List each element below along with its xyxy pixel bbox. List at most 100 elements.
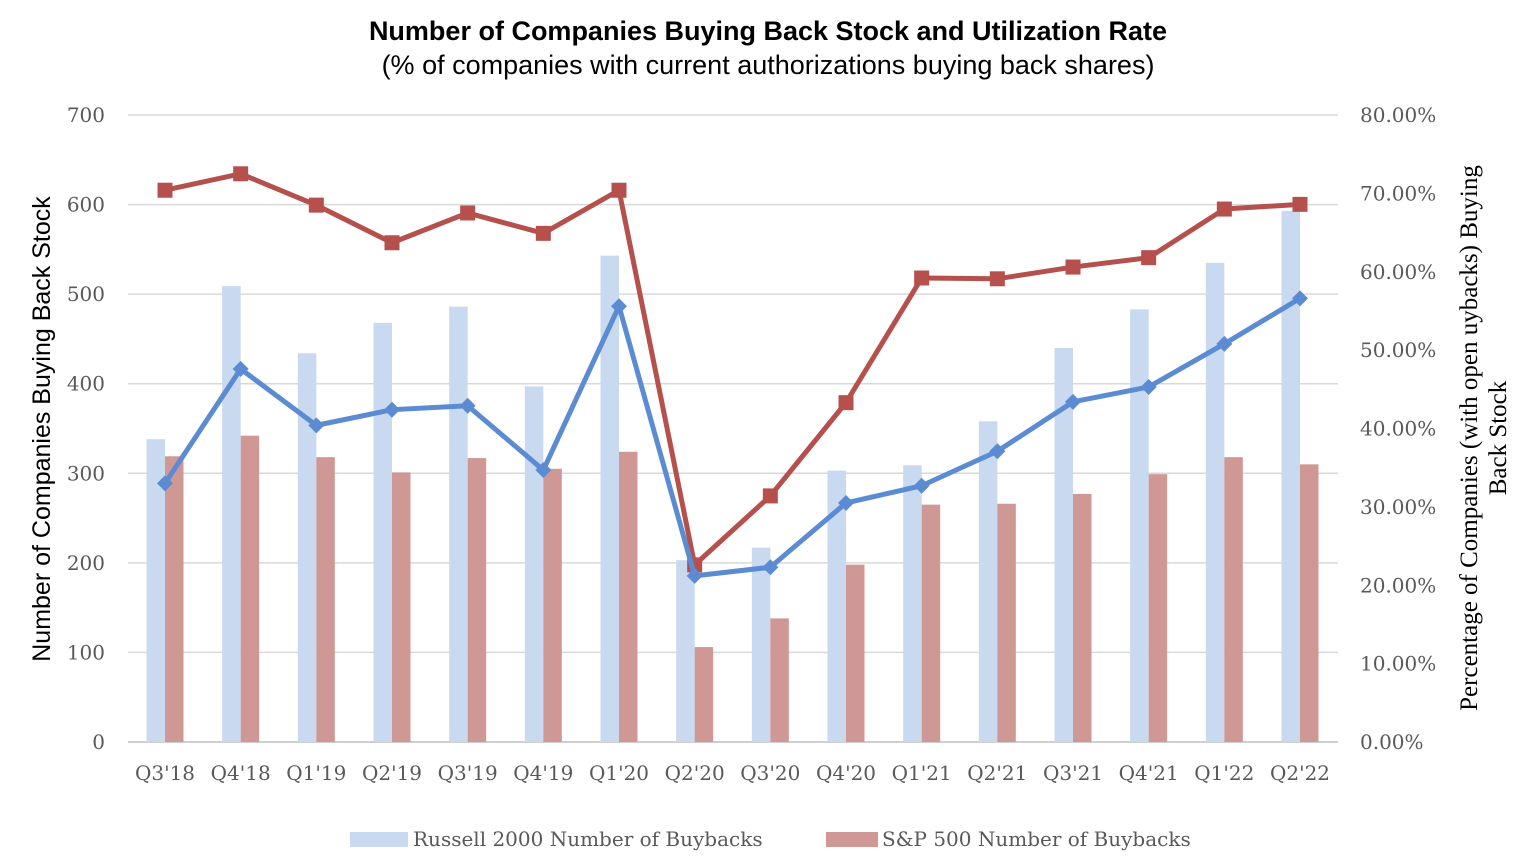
x-tick-label: Q4'20 xyxy=(816,761,876,785)
marker-diamond xyxy=(989,443,1006,460)
x-tick-label: Q3'20 xyxy=(740,761,800,785)
x-axis-ticks: Q3'18 Q4'18 Q1'19 Q2'19 Q3'19 Q4'19 Q1'20 Q2'20… xyxy=(135,761,1330,785)
bar-russell-2000 xyxy=(373,322,392,742)
marker-diamond xyxy=(535,462,552,479)
marker-square xyxy=(308,197,324,213)
right-tick-label: 60.00% xyxy=(1360,260,1436,284)
left-tick-label: 200 xyxy=(67,551,105,575)
bar-sp-500 xyxy=(392,472,411,742)
x-tick-label: Q1'19 xyxy=(286,761,346,785)
x-tick-label: Q2'22 xyxy=(1270,761,1330,785)
right-tick-label: 50.00% xyxy=(1360,338,1436,362)
bar-sp-500 xyxy=(619,451,638,742)
legend: Russell 2000 Number of Buybacks S&P 500 … xyxy=(350,827,1191,851)
bar-sp-500 xyxy=(1224,457,1243,742)
marker-square xyxy=(762,488,778,504)
bar-russell-2000 xyxy=(146,439,165,742)
bar-russell-2000 xyxy=(449,306,468,742)
marker-diamond xyxy=(1140,378,1157,395)
left-axis-ticks: 0 100 200 300 400 500 600 700 xyxy=(67,103,105,754)
marker-diamond xyxy=(157,475,173,492)
x-tick-label: Q4'21 xyxy=(1119,761,1179,785)
right-tick-label: 0.00% xyxy=(1360,730,1424,754)
marker-square xyxy=(384,235,400,251)
bar-russell-2000 xyxy=(751,547,771,742)
x-tick-label: Q3'21 xyxy=(1043,761,1103,785)
right-axis-label-line1: Percentage of Companies (with open uybac… xyxy=(1456,165,1483,711)
x-tick-label: Q4'18 xyxy=(211,761,271,785)
marker-diamond xyxy=(838,494,854,511)
x-tick-label: Q1'20 xyxy=(589,761,649,785)
bar-russell-2000 xyxy=(676,560,695,742)
left-axis-label: Number of Companies Buying Back Stock xyxy=(28,196,56,662)
right-tick-label: 80.00% xyxy=(1360,103,1436,127)
left-tick-label: 700 xyxy=(67,103,105,127)
bar-russell-2000 xyxy=(1281,210,1300,742)
marker-square xyxy=(460,205,476,221)
bar-russell-2000 xyxy=(903,465,922,742)
bar-russell-2000 xyxy=(524,386,544,742)
marker-diamond xyxy=(308,417,325,434)
legend-label-russell: Russell 2000 Number of Buybacks xyxy=(413,827,763,851)
right-tick-label: 20.00% xyxy=(1360,573,1436,597)
left-tick-label: 300 xyxy=(67,461,105,485)
marker-square xyxy=(1065,259,1081,275)
line-blue xyxy=(162,296,1302,579)
x-tick-label: Q1'21 xyxy=(892,761,952,785)
right-tick-label: 30.00% xyxy=(1360,495,1436,519)
bar-sp-500 xyxy=(1300,464,1319,742)
marker-diamond xyxy=(384,401,400,418)
chart-title: Number of Companies Buying Back Stock an… xyxy=(369,16,1167,46)
bar-sp-500 xyxy=(997,503,1016,742)
left-tick-label: 100 xyxy=(67,640,105,664)
bar-russell-2000 xyxy=(600,255,619,742)
marker-square xyxy=(611,182,627,198)
bars xyxy=(146,210,1319,742)
bar-sp-500 xyxy=(240,435,260,742)
marker-square xyxy=(838,395,854,411)
right-tick-label: 10.00% xyxy=(1360,652,1436,676)
marker-square xyxy=(1141,250,1157,266)
bar-sp-500 xyxy=(467,458,487,742)
bar-russell-2000 xyxy=(1130,309,1149,742)
legend-label-sp500: S&P 500 Number of Buybacks xyxy=(882,827,1191,851)
bar-sp-500 xyxy=(921,504,941,742)
x-tick-label: Q3'18 xyxy=(135,761,195,785)
marker-square xyxy=(1216,201,1232,217)
marker-square xyxy=(989,271,1005,287)
right-tick-label: 70.00% xyxy=(1360,181,1436,205)
right-tick-label: 40.00% xyxy=(1360,417,1436,441)
marker-diamond xyxy=(459,397,476,414)
bar-sp-500 xyxy=(165,456,184,742)
marker-diamond xyxy=(1065,393,1081,410)
bar-russell-2000 xyxy=(978,421,998,742)
chart-subtitle: (% of companies with current authorizati… xyxy=(382,50,1155,80)
left-tick-label: 0 xyxy=(92,730,105,754)
legend-swatch-sp500 xyxy=(826,832,878,847)
bar-sp-500 xyxy=(694,647,714,742)
marker-square xyxy=(535,225,551,241)
x-tick-label: Q3'19 xyxy=(438,761,498,785)
left-tick-label: 500 xyxy=(67,282,105,306)
x-tick-label: Q2'20 xyxy=(665,761,725,785)
marker-diamond xyxy=(1216,335,1233,352)
x-tick-label: Q1'22 xyxy=(1194,761,1254,785)
bar-russell-2000 xyxy=(1054,347,1073,742)
bar-sp-500 xyxy=(1148,474,1168,742)
bar-sp-500 xyxy=(543,468,562,742)
marker-square xyxy=(914,270,930,286)
bar-sp-500 xyxy=(1073,493,1092,742)
x-tick-label: Q4'19 xyxy=(513,761,573,785)
bar-russell-2000 xyxy=(1205,262,1225,742)
left-tick-label: 600 xyxy=(67,193,105,217)
bar-sp-500 xyxy=(770,618,789,742)
lines xyxy=(157,166,1308,584)
marker-square xyxy=(157,182,173,198)
bar-sp-500 xyxy=(846,564,865,742)
marker-diamond xyxy=(611,298,627,315)
bar-sp-500 xyxy=(316,457,335,742)
x-tick-label: Q2'19 xyxy=(362,761,422,785)
left-tick-label: 400 xyxy=(67,372,105,396)
x-tick-label: Q2'21 xyxy=(967,761,1027,785)
